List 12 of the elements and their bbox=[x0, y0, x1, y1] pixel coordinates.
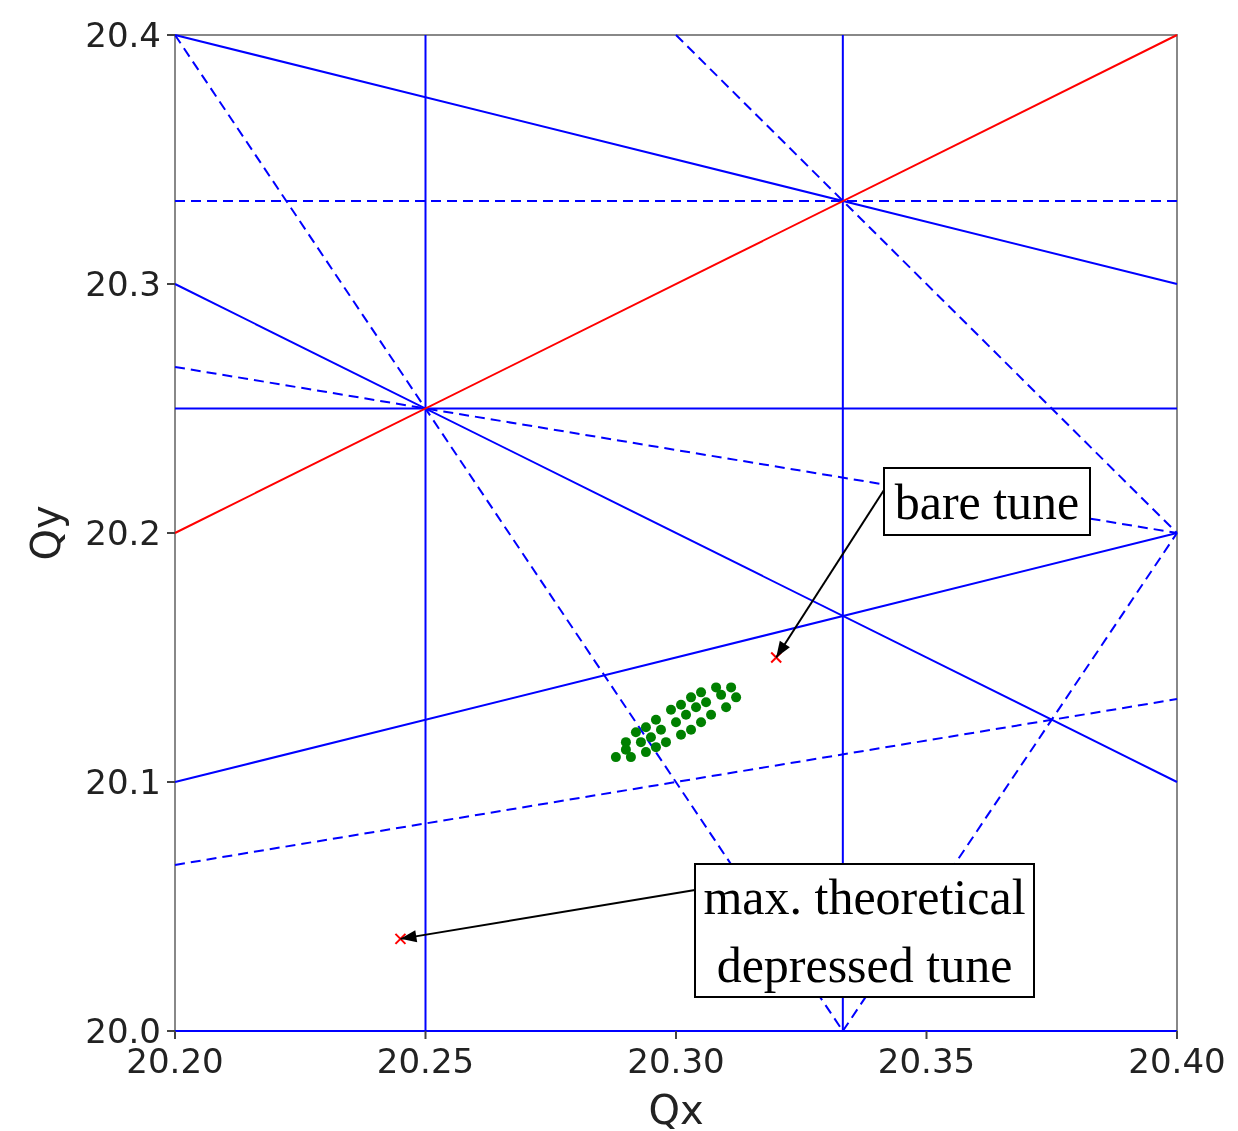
x-axis-title: Qx bbox=[648, 1087, 704, 1131]
x-tick-label: 20.40 bbox=[1128, 1041, 1226, 1081]
y-tick-label: 20.2 bbox=[85, 513, 161, 553]
y-axis-title: Qy bbox=[23, 505, 69, 561]
y-tick-label: 20.3 bbox=[85, 264, 161, 304]
y-tick-label: 20.1 bbox=[85, 762, 161, 802]
y-tick-label: 20.4 bbox=[85, 15, 161, 55]
annotation: bare tune bbox=[894, 473, 1080, 530]
x-tick-label: 20.30 bbox=[627, 1041, 725, 1081]
x-tick-label: 20.25 bbox=[376, 1041, 475, 1081]
x-tick-label: 20.35 bbox=[877, 1041, 976, 1081]
annotation: max. theoretical depressed tune bbox=[703, 868, 1026, 993]
